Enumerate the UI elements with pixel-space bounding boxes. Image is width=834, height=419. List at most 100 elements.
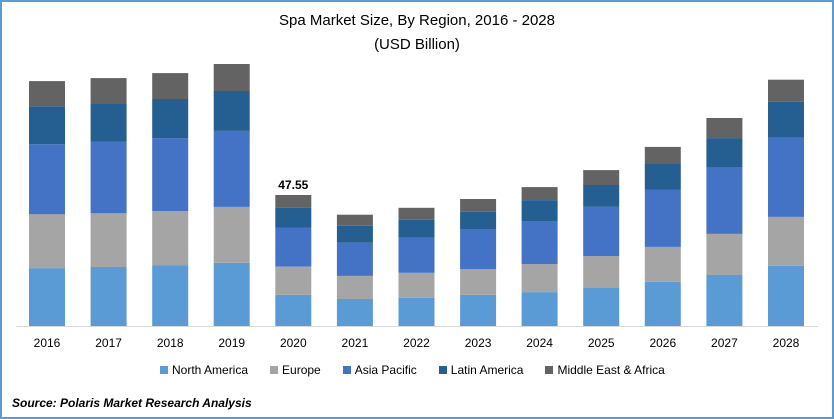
chart-title: Spa Market Size, By Region, 2016 - 2028 [279, 12, 555, 29]
bar-segment-north-america-2020 [275, 294, 312, 326]
bar-segment-europe-2018 [152, 211, 189, 266]
legend-item-asia-pacific: Asia Pacific [342, 363, 417, 377]
bar-segment-middle-east-africa-2019 [213, 64, 250, 91]
bar-segment-asia-pacific-2019 [213, 130, 250, 207]
legend-swatch [438, 366, 447, 374]
legend-label: Europe [282, 363, 321, 377]
bar-segment-north-america-2023 [460, 294, 497, 326]
bar-segment-latin-america-2026 [644, 164, 681, 190]
bar-segment-europe-2017 [90, 213, 127, 267]
x-tick-label: 2027 [711, 336, 738, 350]
legend: North America Europe Asia Pacific Latin Ame… [160, 363, 665, 377]
legend-swatch [545, 366, 554, 374]
bar-segment-europe-2028 [768, 216, 804, 266]
bar-segment-europe-2025 [583, 256, 620, 288]
bar-segment-middle-east-africa-2026 [644, 146, 681, 164]
bar-segment-middle-east-africa-2021 [336, 214, 373, 226]
bar-segment-middle-east-africa-2017 [90, 78, 127, 104]
legend-swatch [160, 366, 168, 374]
bar-segment-asia-pacific-2026 [644, 189, 681, 247]
bar-segment-middle-east-africa-2022 [398, 207, 435, 220]
bar-segment-latin-america-2017 [90, 103, 127, 142]
bar-segment-middle-east-africa-2028 [768, 79, 804, 102]
bar-segment-asia-pacific-2020 [275, 227, 312, 267]
legend-item-north-america: North America [160, 363, 248, 377]
x-tick-label: 2018 [157, 336, 184, 350]
bar-segment-latin-america-2027 [706, 138, 743, 167]
bar-segment-latin-america-2016 [29, 106, 65, 145]
x-tick-label: 2017 [95, 336, 122, 350]
x-tick-label: 2019 [218, 336, 245, 350]
bar-segment-europe-2019 [213, 207, 250, 263]
bar-segment-asia-pacific-2028 [768, 137, 804, 217]
bar-segment-asia-pacific-2027 [706, 167, 743, 234]
bar-segment-asia-pacific-2023 [460, 229, 497, 269]
bar-segment-latin-america-2021 [336, 225, 373, 243]
bar-segment-europe-2023 [460, 269, 497, 295]
legend-item-europe: Europe [270, 363, 321, 377]
legend-label: North America [172, 363, 249, 377]
bar-segment-middle-east-africa-2023 [460, 199, 497, 212]
legend-item-latin-america: Latin America [438, 363, 524, 377]
chart-subtitle: (USD Billion) [374, 36, 460, 53]
bar-segment-asia-pacific-2024 [521, 221, 558, 264]
bar-segment-europe-2022 [398, 272, 435, 298]
bar-segment-europe-2024 [521, 264, 558, 293]
bar-segment-asia-pacific-2017 [90, 142, 127, 214]
legend-swatch [270, 366, 279, 374]
bar-segment-north-america-2019 [213, 262, 250, 326]
bar-segment-europe-2020 [275, 266, 312, 295]
bar-segment-latin-america-2022 [398, 219, 435, 238]
bar-segment-north-america-2025 [583, 288, 620, 326]
x-tick-label: 2016 [34, 336, 61, 350]
bar-segment-north-america-2026 [644, 281, 681, 326]
bar-segment-middle-east-africa-2025 [583, 170, 620, 185]
x-tick-label: 2025 [588, 336, 615, 350]
bar-segment-europe-2027 [706, 234, 743, 275]
bar-segment-asia-pacific-2022 [398, 237, 435, 273]
bar-segment-latin-america-2018 [152, 99, 189, 139]
bar-segment-latin-america-2020 [275, 207, 312, 228]
bar-segment-asia-pacific-2025 [583, 207, 620, 256]
legend-label: Middle East & Africa [557, 363, 665, 377]
bar-segment-latin-america-2028 [768, 101, 804, 138]
bars-group [29, 64, 804, 326]
bar-segment-asia-pacific-2021 [336, 242, 373, 276]
data-labels: 47.55 [278, 178, 308, 192]
bar-segment-europe-2026 [644, 246, 681, 282]
bar-segment-middle-east-africa-2027 [706, 118, 743, 139]
bar-segment-europe-2021 [336, 275, 373, 299]
x-tick-label: 2024 [526, 336, 553, 350]
bar-segment-middle-east-africa-2016 [29, 81, 65, 107]
bar-segment-north-america-2018 [152, 265, 189, 326]
bar-segment-middle-east-africa-2024 [521, 187, 558, 200]
legend-label: Latin America [450, 363, 524, 377]
bar-segment-north-america-2024 [521, 292, 558, 326]
x-tick-label: 2028 [773, 336, 800, 350]
bar-segment-north-america-2017 [90, 267, 127, 326]
x-tick-labels: 2016 2017 2018 2019 2020 2021 2022 2023 2024 2025… [34, 336, 800, 350]
x-tick-label: 2022 [403, 336, 430, 350]
bar-segment-asia-pacific-2016 [29, 144, 65, 215]
bar-segment-asia-pacific-2018 [152, 138, 189, 212]
bar-segment-north-america-2016 [29, 268, 65, 326]
bar-segment-north-america-2028 [768, 265, 804, 326]
bar-segment-latin-america-2024 [521, 200, 558, 221]
data-label-2020: 47.55 [278, 178, 308, 192]
x-tick-label: 2023 [465, 336, 492, 350]
bar-segment-middle-east-africa-2018 [152, 73, 189, 99]
x-tick-label: 2021 [342, 336, 369, 350]
bar-segment-middle-east-africa-2020 [275, 195, 312, 208]
legend-swatch [342, 366, 351, 374]
bar-segment-north-america-2027 [706, 275, 743, 326]
legend-item-middle-east-africa: Middle East & Africa [545, 363, 665, 377]
bar-segment-latin-america-2019 [213, 91, 250, 131]
bar-segment-latin-america-2025 [583, 184, 620, 207]
x-tick-label: 2020 [280, 336, 307, 350]
bar-segment-europe-2016 [29, 214, 65, 269]
bar-segment-latin-america-2023 [460, 211, 497, 230]
x-tick-label: 2026 [649, 336, 676, 350]
legend-label: Asia Pacific [354, 363, 417, 377]
bar-segment-north-america-2022 [398, 297, 435, 326]
